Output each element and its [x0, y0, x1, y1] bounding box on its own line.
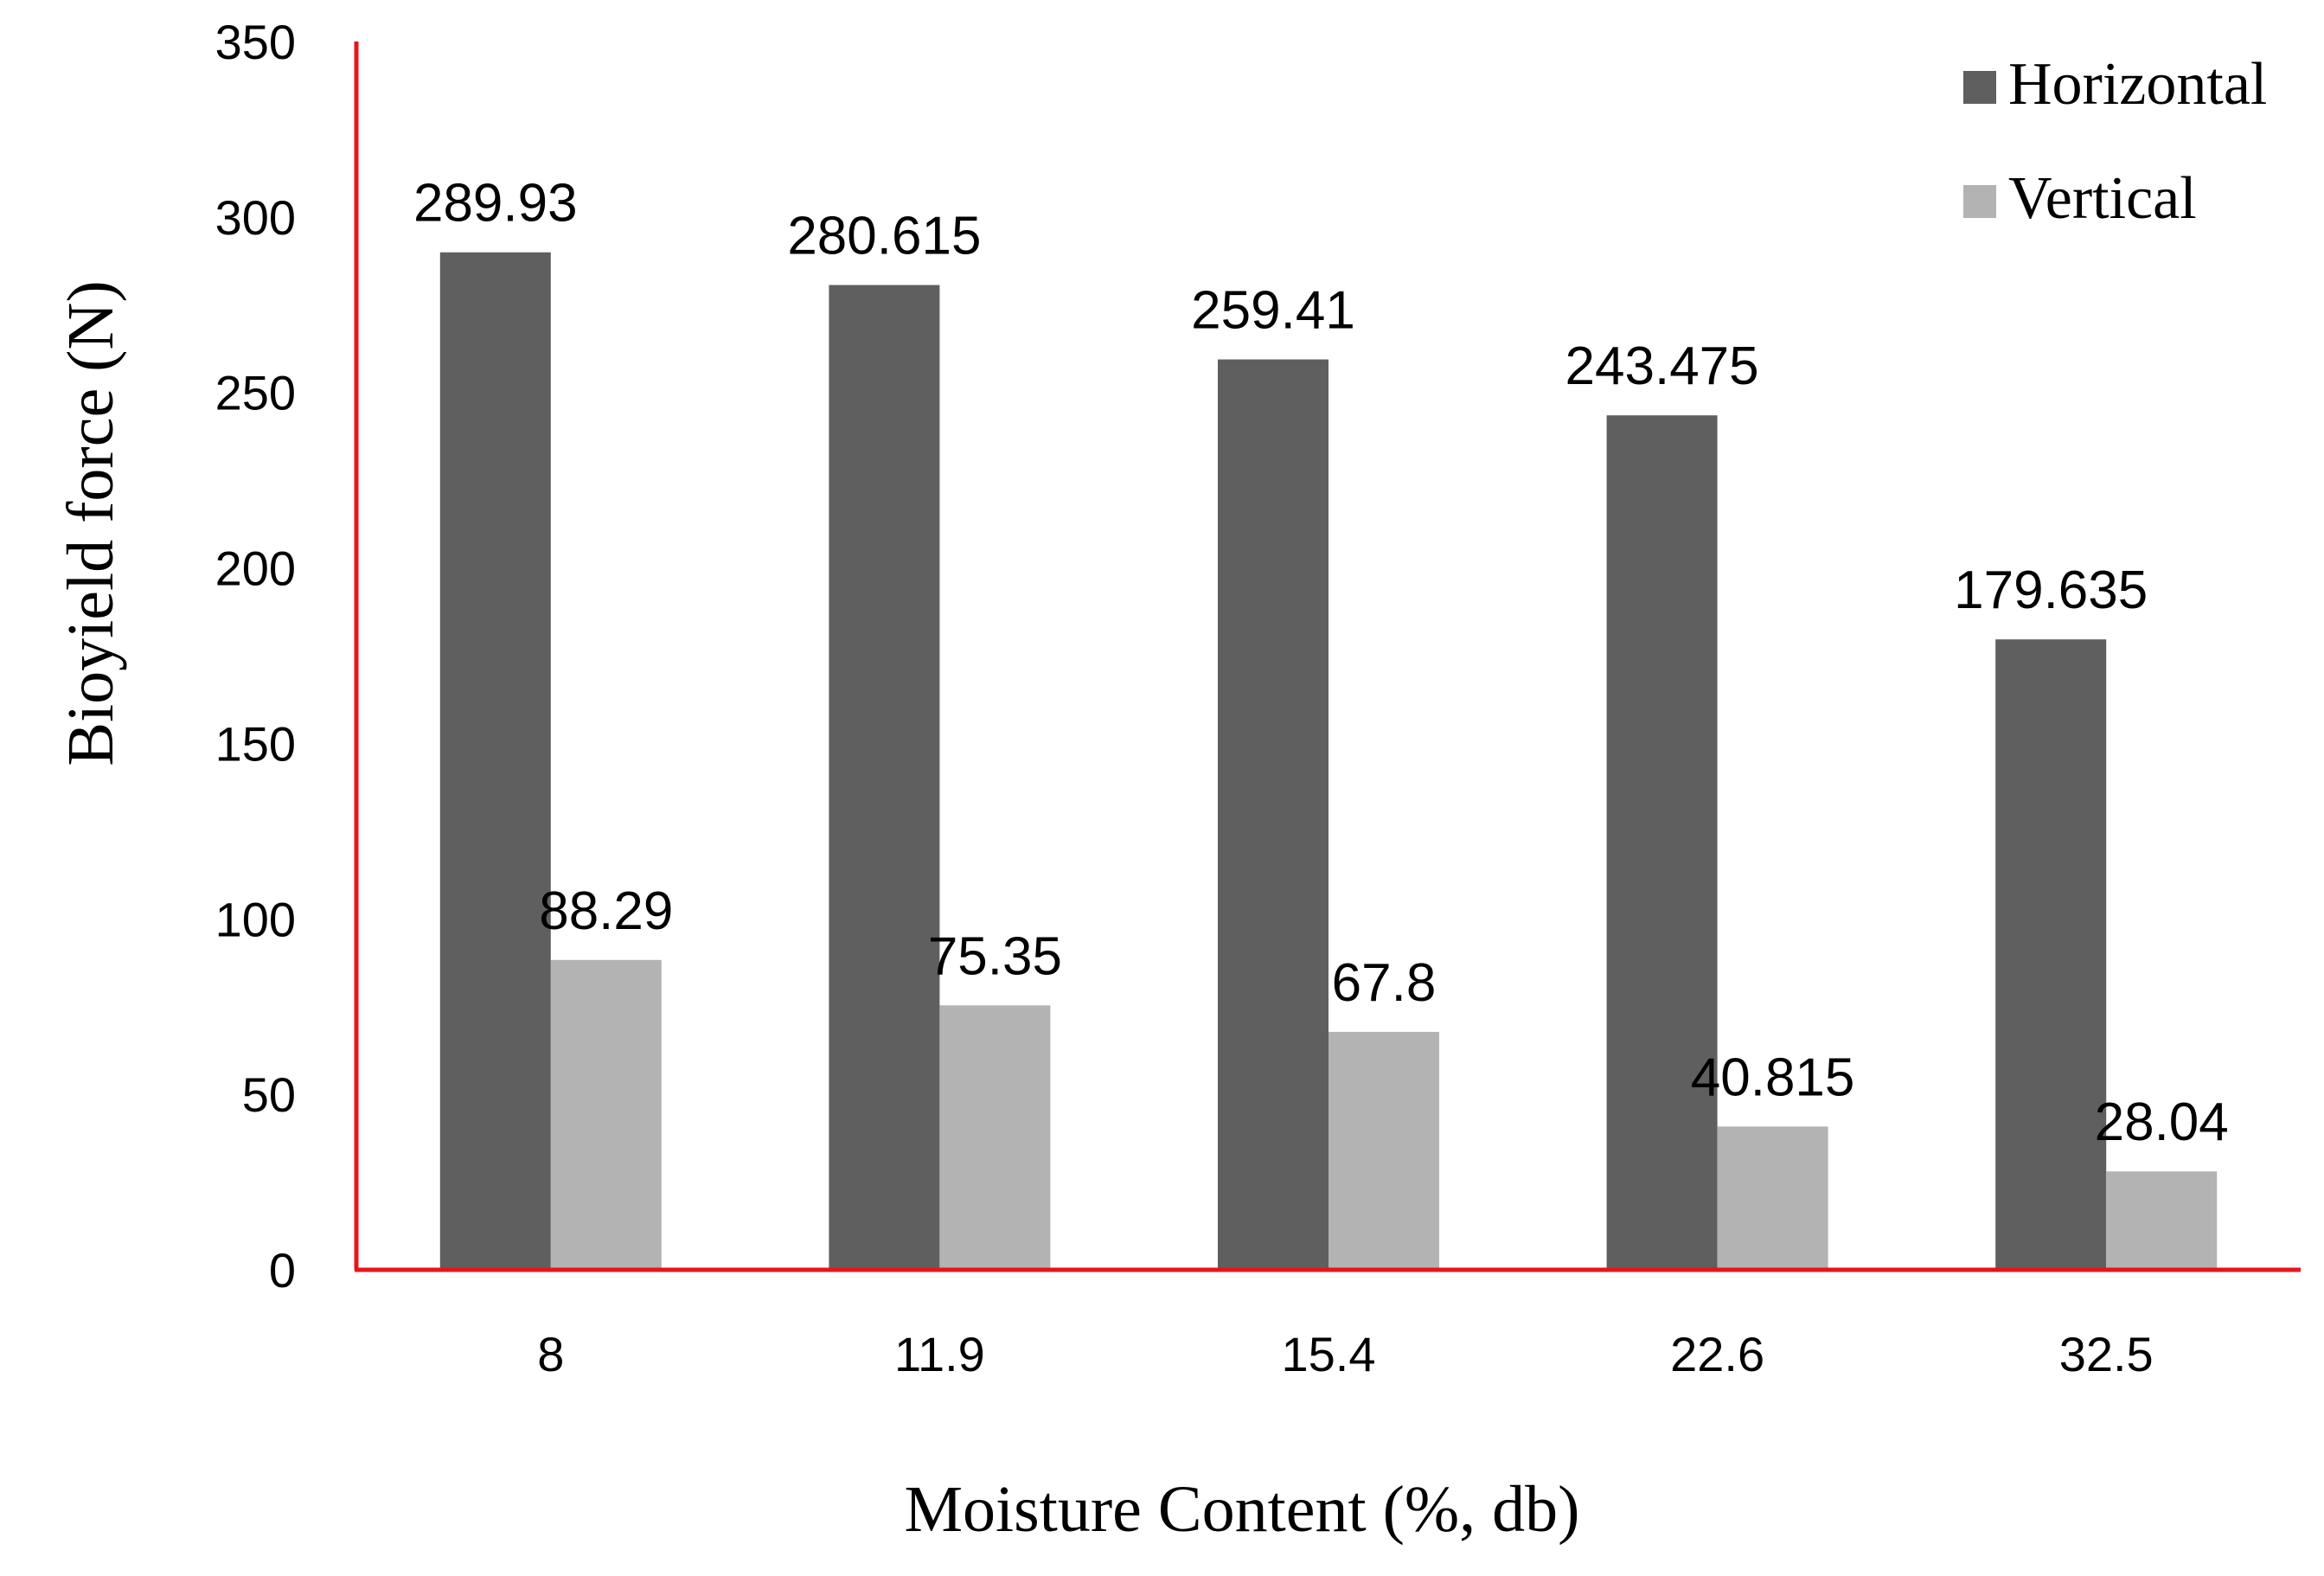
y-axis-title: Bioyield force (N): [54, 280, 127, 766]
legend-swatch-vertical: [1963, 185, 1996, 218]
bar-horizontal-11.9: [829, 285, 940, 1270]
data-labels-layer: 289.93 280.615 259.41 243.475 179.635 88.29 75…: [413, 174, 2229, 1153]
bars-layer: [439, 252, 2218, 1270]
data-label-vertical-22.6: 40.815: [1691, 1047, 1855, 1107]
data-label-horizontal-32.5: 179.635: [1954, 561, 2148, 620]
bar-vertical-32.5: [2106, 1171, 2218, 1270]
y-tick-label: 300: [215, 190, 296, 245]
bar-vertical-15.4: [1328, 1031, 1439, 1270]
y-tick-label: 150: [215, 716, 296, 771]
data-label-vertical-15.4: 67.8: [1332, 953, 1437, 1013]
legend-label-vertical: Vertical: [2008, 165, 2197, 232]
y-tick-label: 0: [269, 1243, 296, 1297]
bar-vertical-11.9: [939, 1005, 1051, 1270]
data-label-horizontal-8: 289.93: [413, 174, 578, 234]
y-tick-label: 200: [215, 541, 296, 596]
y-tick-label: 100: [215, 892, 296, 946]
legend-swatch-horizontal: [1963, 71, 1996, 104]
x-tick-label: 32.5: [2059, 1327, 2154, 1381]
bar-vertical-22.6: [1717, 1126, 1828, 1270]
data-label-vertical-32.5: 28.04: [2095, 1092, 2229, 1152]
bar-vertical-8: [550, 959, 662, 1270]
bar-horizontal-8: [439, 252, 551, 1270]
data-label-horizontal-22.6: 243.475: [1565, 336, 1759, 396]
x-axis-title: Moisture Content (%, db): [904, 1473, 1579, 1546]
bar-horizontal-15.4: [1218, 359, 1328, 1270]
y-tick-labels: 0 50 100 150 200 250 300 350: [215, 15, 296, 1297]
data-label-vertical-8: 88.29: [539, 881, 673, 941]
data-label-horizontal-15.4: 259.41: [1191, 281, 1355, 341]
x-tick-label: 8: [537, 1327, 564, 1381]
legend-label-horizontal: Horizontal: [2008, 51, 2267, 118]
bar-horizontal-32.5: [1995, 639, 2107, 1270]
x-tick-labels: 8 11.9 15.4 22.6 32.5: [537, 1327, 2153, 1381]
data-label-vertical-11.9: 75.35: [928, 926, 1062, 986]
x-tick-label: 22.6: [1670, 1327, 1764, 1381]
x-tick-label: 15.4: [1282, 1327, 1376, 1381]
legend: Horizontal Vertical: [1963, 51, 2267, 232]
x-tick-label: 11.9: [894, 1327, 985, 1381]
y-tick-label: 50: [242, 1067, 296, 1122]
y-tick-label: 250: [215, 366, 296, 420]
data-label-horizontal-11.9: 280.615: [787, 207, 981, 266]
bar-horizontal-22.6: [1606, 415, 1718, 1270]
y-tick-label: 350: [215, 15, 296, 69]
